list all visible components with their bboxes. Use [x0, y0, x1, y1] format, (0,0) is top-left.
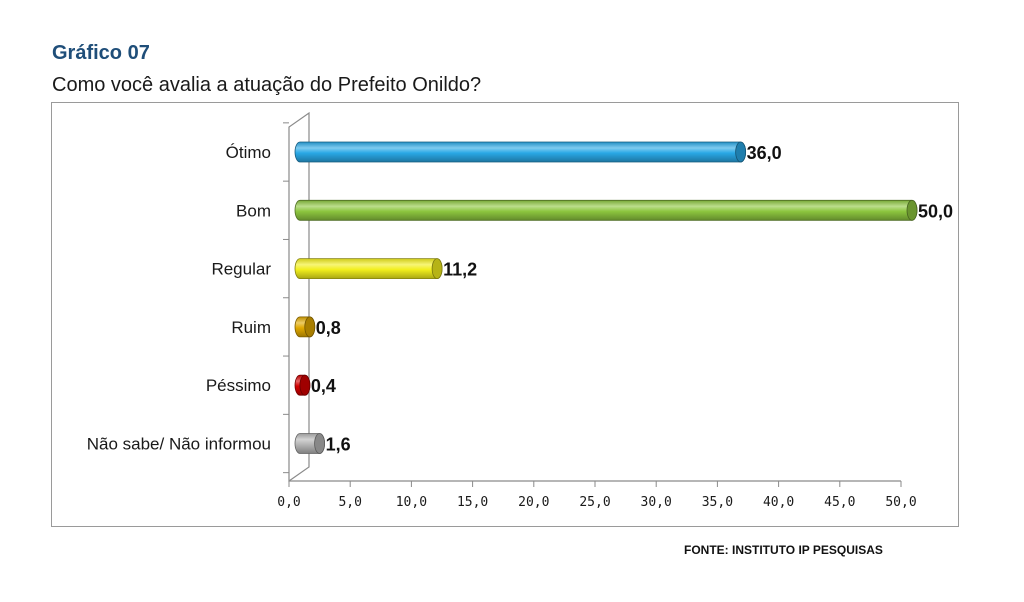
data-label: 11,2	[443, 260, 477, 280]
chart-frame	[51, 102, 959, 527]
chart-side-wall	[288, 111, 310, 483]
bar-end-cap	[304, 316, 316, 338]
category-label: Ótimo	[226, 143, 271, 162]
bar	[294, 258, 443, 279]
bar-end-cap	[735, 141, 747, 163]
data-label: 0,4	[311, 376, 336, 396]
x-tick-label: 30,0	[641, 495, 672, 510]
x-tick-label: 15,0	[457, 495, 488, 510]
data-label: 50,0	[918, 201, 953, 221]
category-label: Não sabe/ Não informou	[87, 435, 271, 454]
category-label: Péssimo	[206, 376, 271, 395]
bar	[294, 141, 747, 163]
x-tick-label: 20,0	[518, 495, 549, 510]
x-tick-label: 35,0	[702, 495, 733, 510]
category-label: Bom	[236, 201, 271, 220]
data-label: 0,8	[316, 318, 341, 338]
bar-end-cap	[314, 433, 325, 454]
x-tick-label: 50,0	[885, 495, 916, 510]
bar-end-cap	[906, 199, 918, 221]
bar-end-cap	[431, 258, 443, 280]
chart-question: Como você avalia a atuação do Prefeito O…	[52, 74, 482, 96]
x-tick-label: 40,0	[763, 495, 794, 510]
bar	[294, 199, 918, 221]
chart-heading: Gráfico 07	[52, 42, 150, 64]
x-tick-label: 0,0	[277, 495, 300, 510]
x-tick-label: 25,0	[579, 495, 610, 510]
data-label: 1,6	[326, 435, 351, 455]
x-tick-label: 10,0	[396, 495, 427, 510]
x-tick-label: 5,0	[338, 495, 361, 510]
source-note: FONTE: INSTITUTO IP PESQUISAS	[684, 543, 883, 557]
bar-end-cap	[299, 374, 311, 396]
data-label: 36,0	[747, 143, 782, 163]
category-label: Ruim	[231, 318, 271, 337]
category-label: Regular	[211, 260, 271, 279]
x-tick-label: 45,0	[824, 495, 855, 510]
